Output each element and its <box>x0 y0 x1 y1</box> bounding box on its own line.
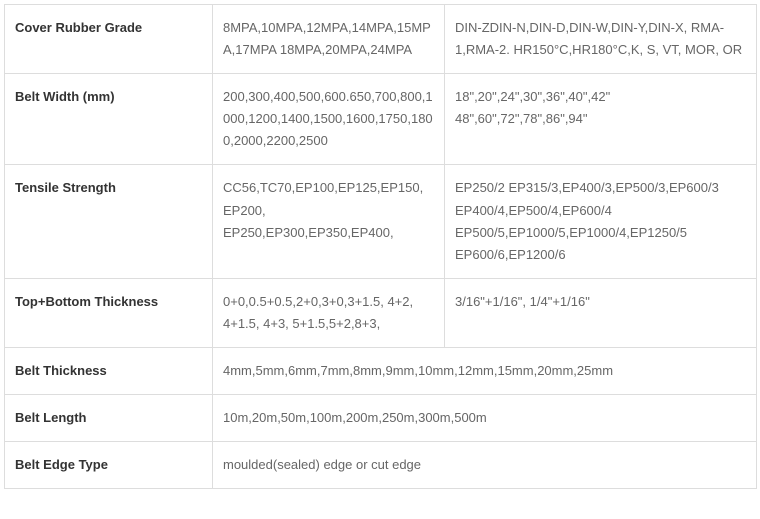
table-row: Belt Edge Type moulded(sealed) edge or c… <box>5 442 757 489</box>
row-full: moulded(sealed) edge or cut edge <box>213 442 757 489</box>
row-full: 4mm,5mm,6mm,7mm,8mm,9mm,10mm,12mm,15mm,2… <box>213 348 757 395</box>
table-row: Top+Bottom Thickness 0+0,0.5+0.5,2+0,3+0… <box>5 278 757 347</box>
row-full: 10m,20m,50m,100m,200m,250m,300m,500m <box>213 395 757 442</box>
row-col3: 3/16"+1/16", 1/4"+1/16" <box>445 278 757 347</box>
spec-table: Cover Rubber Grade 8MPA,10MPA,12MPA,14MP… <box>4 4 757 489</box>
table-row: Belt Length 10m,20m,50m,100m,200m,250m,3… <box>5 395 757 442</box>
row-col3: 18",20",24",30",36",40",42" 48",60",72",… <box>445 74 757 165</box>
row-col2: 8MPA,10MPA,12MPA,14MPA,15MPA,17MPA 18MPA… <box>213 5 445 74</box>
row-label: Top+Bottom Thickness <box>5 278 213 347</box>
row-label: Cover Rubber Grade <box>5 5 213 74</box>
row-label: Belt Length <box>5 395 213 442</box>
table-row: Tensile Strength CC56,TC70,EP100,EP125,E… <box>5 165 757 278</box>
row-col2: 0+0,0.5+0.5,2+0,3+0,3+1.5, 4+2, 4+1.5, 4… <box>213 278 445 347</box>
row-col2: CC56,TC70,EP100,EP125,EP150, EP200, EP25… <box>213 165 445 278</box>
row-label: Belt Edge Type <box>5 442 213 489</box>
row-col3: EP250/2 EP315/3,EP400/3,EP500/3,EP600/3 … <box>445 165 757 278</box>
row-label: Belt Width (mm) <box>5 74 213 165</box>
row-col3: DIN-ZDIN-N,DIN-D,DIN-W,DIN-Y,DIN-X, RMA-… <box>445 5 757 74</box>
row-label: Belt Thickness <box>5 348 213 395</box>
spec-table-body: Cover Rubber Grade 8MPA,10MPA,12MPA,14MP… <box>5 5 757 489</box>
row-col2: 200,300,400,500,600.650,700,800,1000,120… <box>213 74 445 165</box>
table-row: Belt Width (mm) 200,300,400,500,600.650,… <box>5 74 757 165</box>
table-row: Cover Rubber Grade 8MPA,10MPA,12MPA,14MP… <box>5 5 757 74</box>
row-label: Tensile Strength <box>5 165 213 278</box>
table-row: Belt Thickness 4mm,5mm,6mm,7mm,8mm,9mm,1… <box>5 348 757 395</box>
